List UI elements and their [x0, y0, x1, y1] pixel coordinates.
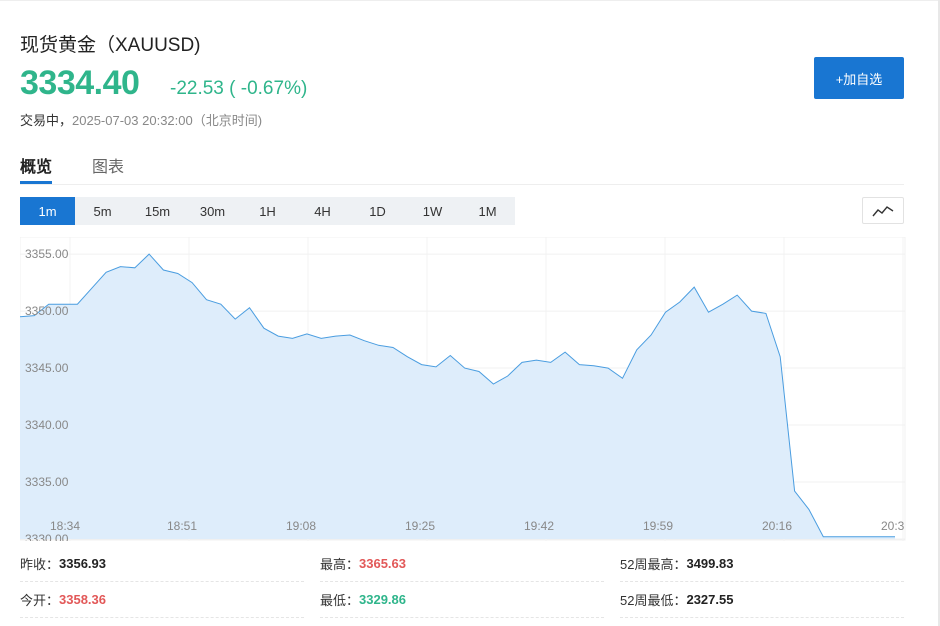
x-tick-label: 18:51: [167, 519, 197, 533]
stat-label: 52周最高：: [620, 557, 687, 572]
status-timestamp: 2025-07-03 20:32:00（北京时间): [72, 113, 263, 128]
chart-type-button[interactable]: [862, 197, 904, 224]
current-price: 3334.40: [20, 64, 140, 102]
stat-value: 3499.83: [686, 556, 734, 571]
series-area-fill: [20, 254, 895, 539]
tab-overview[interactable]: 概览: [20, 159, 53, 176]
add-watchlist-button[interactable]: +加自选: [814, 57, 904, 99]
stat-value: 3329.86: [359, 592, 407, 607]
y-tick-label: 3350.00: [25, 304, 69, 318]
y-tick-label: 3340.00: [25, 418, 69, 432]
stat-label: 最高：: [320, 557, 360, 572]
period-30m[interactable]: 30m: [199, 203, 226, 219]
period-1mo[interactable]: 1M: [478, 203, 497, 219]
price-change: -22.53 ( -0.67%): [170, 78, 308, 99]
stat-value: 3365.63: [359, 556, 407, 571]
x-tick-label: 19:42: [524, 519, 554, 533]
stat-52w-low: 52周最低： 2327.55: [620, 582, 904, 618]
y-tick-label: 3335.00: [25, 475, 69, 489]
stat-52w-high: 52周最高： 3499.83: [620, 546, 904, 582]
line-chart-icon: [872, 205, 894, 216]
x-tick-label: 20:16: [762, 519, 792, 533]
stat-label: 52周最低：: [620, 593, 687, 608]
period-1m[interactable]: 1m: [20, 197, 75, 225]
tab-bar: 概览 图表: [20, 150, 904, 185]
period-1h[interactable]: 1H: [259, 203, 276, 219]
stat-high: 最高： 3365.63: [320, 546, 604, 582]
period-1w[interactable]: 1W: [422, 203, 443, 219]
x-tick-label: 19:25: [405, 519, 435, 533]
period-15m[interactable]: 15m: [144, 203, 171, 219]
right-border: [938, 0, 940, 626]
stat-label: 昨收：: [20, 557, 60, 572]
period-1d[interactable]: 1D: [369, 203, 386, 219]
y-tick-label: 3330.00: [25, 532, 69, 541]
stat-label: 最低：: [320, 593, 360, 608]
y-axis-ticks: 3355.00 3350.00 3345.00 3340.00 3335.00 3330.…: [25, 247, 69, 546]
x-tick-label: 20:3: [881, 519, 905, 533]
stat-value: 2327.55: [686, 592, 734, 607]
stat-label: 今开：: [20, 593, 60, 608]
y-tick-label: 3355.00: [25, 247, 69, 261]
stat-value: 3356.93: [59, 556, 107, 571]
stat-open: 今开： 3358.36: [20, 582, 304, 618]
price-chart-svg: 3355.00 3350.00 3345.00 3340.00 3335.00 3330.…: [19, 236, 906, 546]
status-label: 交易中，: [20, 113, 73, 128]
y-tick-label: 3345.00: [25, 361, 69, 375]
x-tick-label: 18:34: [50, 519, 80, 533]
x-tick-label: 19:08: [286, 519, 316, 533]
page-title: 现货黄金（XAUUSD): [20, 35, 201, 56]
active-tab-indicator: [20, 181, 52, 184]
top-border: [0, 0, 940, 1]
period-5m[interactable]: 5m: [93, 203, 112, 219]
trading-status: 交易中，2025-07-03 20:32:00（北京时间): [20, 110, 262, 129]
x-axis-ticks: 18:34 18:51 19:08 19:25 19:42 19:59 20:16 20:3: [50, 519, 905, 533]
stat-low: 最低： 3329.86: [320, 582, 604, 618]
period-4h[interactable]: 4H: [314, 203, 331, 219]
tab-chart[interactable]: 图表: [92, 159, 125, 176]
chart-series: [19, 253, 895, 539]
x-tick-label: 19:59: [643, 519, 673, 533]
price-chart: 3355.00 3350.00 3345.00 3340.00 3335.00 3330.…: [19, 236, 906, 546]
stat-prev-close: 昨收： 3356.93: [20, 546, 304, 582]
series-line: [19, 253, 895, 538]
period-selector: 1m 5m 15m 30m 1H 4H 1D 1W 1M: [20, 197, 515, 225]
stat-value: 3358.36: [59, 592, 107, 607]
